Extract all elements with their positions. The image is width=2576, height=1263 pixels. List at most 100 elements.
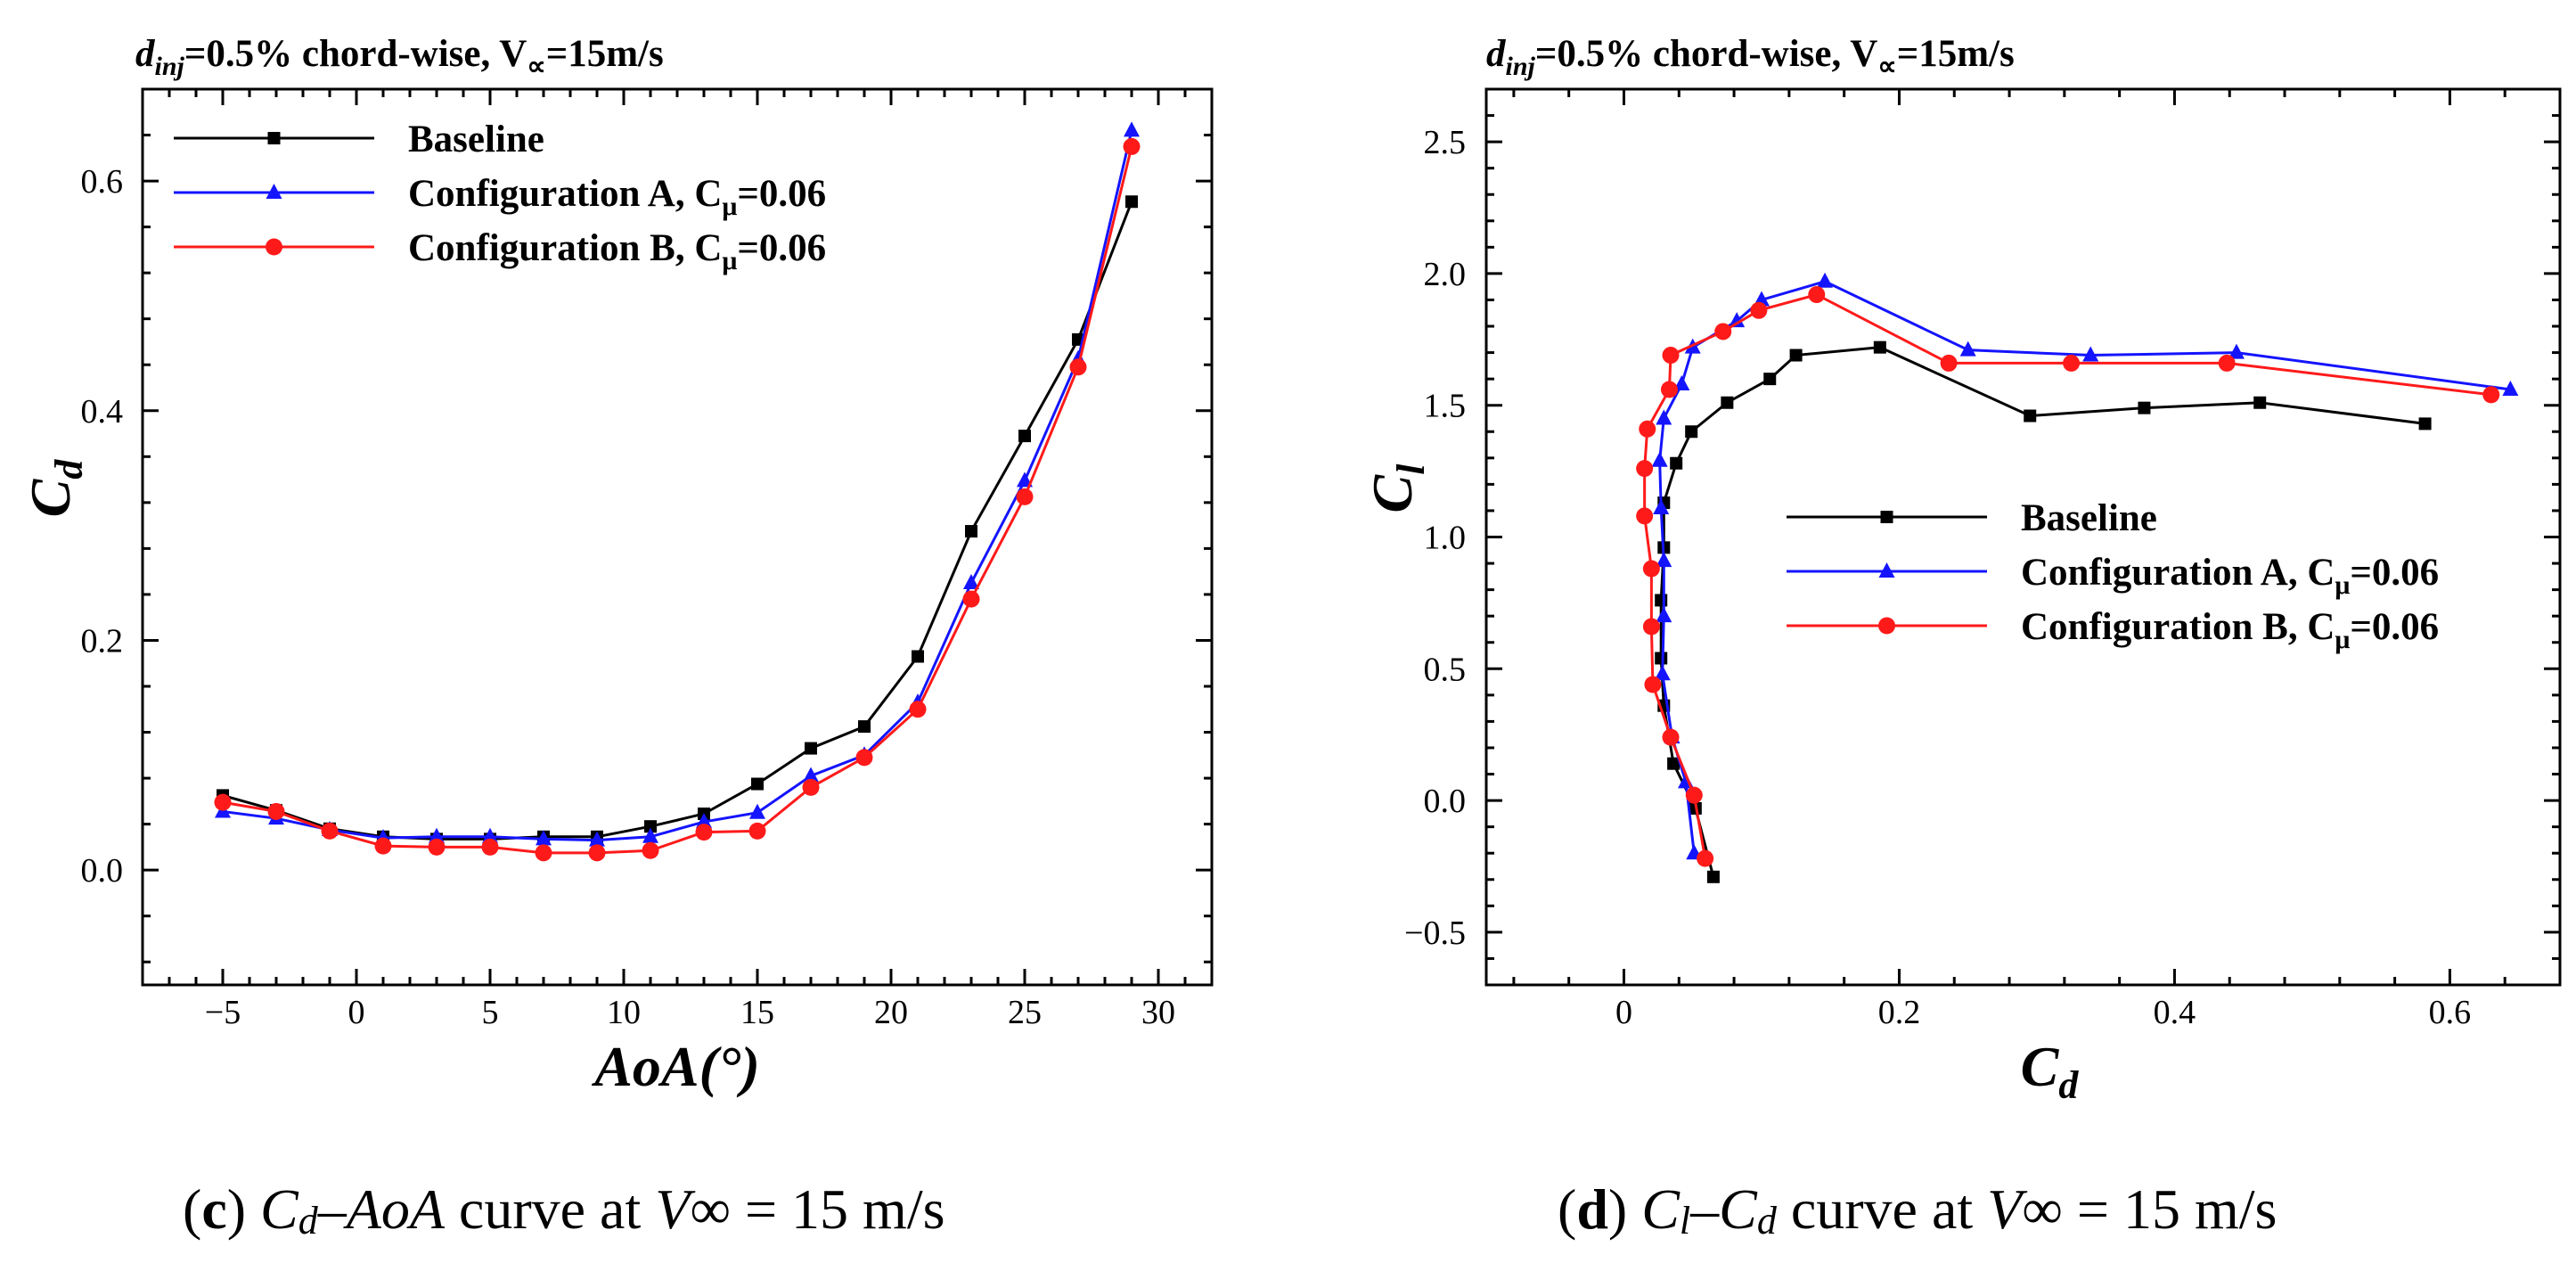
- panel-d-xlabel: Cd: [2021, 1035, 2080, 1107]
- ytick-label: 0.0: [1424, 783, 1467, 820]
- xtick-label: 25: [1008, 994, 1042, 1031]
- xtick-label: 0: [1615, 994, 1632, 1031]
- data-point-config_a: [1656, 552, 1672, 568]
- xtick-label: 0.2: [1878, 994, 1921, 1031]
- data-point-baseline: [1873, 340, 1886, 354]
- panel-c: dinj=0.5% chord-wise, V∝=15m/s −5 0 5 10…: [19, 33, 1214, 1098]
- data-point-baseline: [644, 820, 657, 833]
- series-line-config_b: [1643, 292, 2491, 859]
- data-point-config_b: [428, 838, 446, 856]
- data-point-config_a: [1656, 409, 1672, 425]
- ytick-label: 0.2: [81, 622, 124, 660]
- legend-marker-baseline: [267, 132, 281, 144]
- data-point-config_b: [1697, 849, 1714, 867]
- xtick-label: 0.6: [2429, 994, 2472, 1031]
- legend-label-config-a: Configuration A, Cμ=0.06: [2021, 552, 2439, 600]
- xtick-label: 30: [1141, 994, 1175, 1031]
- data-point-config_b: [267, 802, 285, 820]
- data-point-config_b: [748, 822, 766, 840]
- legend-marker-config-a: [266, 184, 282, 199]
- panel-c-xtick-labels: −5 0 5 10 15 20 25 30: [205, 994, 1175, 1031]
- ytick-label: 0.5: [1424, 651, 1467, 688]
- ytick-label: −0.5: [1404, 914, 1466, 952]
- data-point-baseline: [1655, 652, 1668, 665]
- data-point-baseline: [2138, 401, 2151, 414]
- caption-c: (c) Cd–AoA curve at V∞ = 15 m/s: [183, 1177, 945, 1242]
- data-point-baseline: [2418, 417, 2432, 431]
- data-point-config_b: [1714, 323, 1732, 340]
- data-point-baseline: [1655, 594, 1668, 607]
- data-point-config_a: [1656, 607, 1672, 623]
- ytick-label: 0.4: [81, 393, 124, 431]
- panel-c-ytick-labels: 0.0 0.2 0.4 0.6: [81, 163, 124, 890]
- legend-label-baseline: Baseline: [2021, 497, 2157, 539]
- data-point-config_a: [1729, 312, 1746, 328]
- data-point-baseline: [1018, 430, 1031, 443]
- panel-c-plot-frame: [141, 87, 1214, 987]
- data-point-config_b: [2482, 386, 2500, 404]
- data-point-baseline: [751, 777, 764, 791]
- data-point-baseline: [965, 525, 977, 538]
- data-point-config_b: [1750, 301, 1768, 319]
- data-point-baseline: [1706, 870, 1720, 883]
- data-point-config_a: [803, 767, 819, 783]
- panel-c-legend: Baseline Configuration A, Cμ=0.06 Config…: [174, 119, 826, 275]
- data-point-config_b: [1662, 728, 1680, 746]
- xtick-label: 15: [740, 994, 774, 1031]
- ytick-label: 1.5: [1424, 388, 1467, 425]
- data-point-config_b: [1642, 618, 1660, 636]
- legend-marker-config_a: [1878, 562, 1895, 578]
- data-point-config_a: [963, 574, 979, 590]
- panel-c-ylabel: Cd: [19, 459, 91, 518]
- data-point-baseline: [1763, 373, 1777, 386]
- data-point-config_a: [1017, 472, 1033, 488]
- panel-d: dinj=0.5% chord-wise, V∝=15m/s 0 0.2 0.4…: [1361, 33, 2562, 1107]
- panel-d-ytick-labels: −0.5 0.0 0.5 1.0 1.5 2.0 2.5: [1404, 124, 1466, 952]
- series-line-baseline: [1659, 346, 2425, 878]
- data-point-baseline: [1685, 425, 1698, 439]
- xtick-label: 20: [874, 994, 908, 1031]
- data-point-baseline: [805, 742, 817, 755]
- data-point-config_b: [695, 824, 713, 841]
- data-point-config_b: [1660, 381, 1678, 398]
- data-point-baseline: [858, 720, 871, 734]
- data-point-config_b: [2218, 354, 2236, 372]
- series-line-config_b: [222, 146, 1133, 855]
- data-point-config_a: [749, 803, 765, 819]
- panel-c-title: dinj=0.5% chord-wise, V∝=15m/s: [135, 33, 664, 81]
- caption-d: (d) Cl–Cd curve at V∞ = 15 m/s: [1558, 1177, 2277, 1242]
- ytick-label: 2.5: [1424, 124, 1467, 161]
- panel-d-title: dinj=0.5% chord-wise, V∝=15m/s: [1486, 33, 2015, 81]
- legend-marker-config_b: [266, 238, 282, 256]
- data-point-config_a: [2228, 343, 2245, 359]
- data-point-config_a: [1959, 340, 1976, 357]
- legend-marker-config_a: [266, 184, 282, 199]
- data-point-config_a: [642, 827, 658, 843]
- data-point-baseline: [1721, 396, 1734, 409]
- xtick-label: 0: [348, 994, 365, 1031]
- panel-d-legend: Baseline Configuration A, Cμ=0.06 Config…: [1787, 497, 2439, 654]
- data-point-config_b: [1639, 420, 1656, 438]
- data-point-config_a: [1653, 498, 1670, 514]
- data-point-config_b: [321, 822, 339, 840]
- data-point-config_a: [1673, 375, 1690, 391]
- data-point-baseline: [1667, 757, 1681, 770]
- xtick-label: 0.4: [2154, 994, 2196, 1031]
- data-point-config_b: [214, 793, 232, 811]
- legend-marker-config-a: [1878, 562, 1895, 578]
- data-point-config_b: [1636, 460, 1654, 478]
- series-line-baseline: [222, 201, 1133, 841]
- data-point-config_b: [1685, 786, 1703, 804]
- data-point-config_b: [962, 590, 980, 608]
- legend-label-config-b: Configuration B, Cμ=0.06: [408, 227, 826, 275]
- data-point-config_b: [1940, 354, 1958, 372]
- data-point-config_b: [1808, 286, 1826, 304]
- data-point-config_b: [1662, 347, 1680, 365]
- panel-c-series: [214, 121, 1141, 862]
- ytick-label: 1.0: [1424, 520, 1467, 557]
- xtick-label: 5: [482, 994, 499, 1031]
- series-line-config_a: [1658, 280, 2511, 854]
- legend-label-config-a: Configuration A, Cμ=0.06: [408, 173, 826, 221]
- data-point-config_b: [374, 837, 392, 855]
